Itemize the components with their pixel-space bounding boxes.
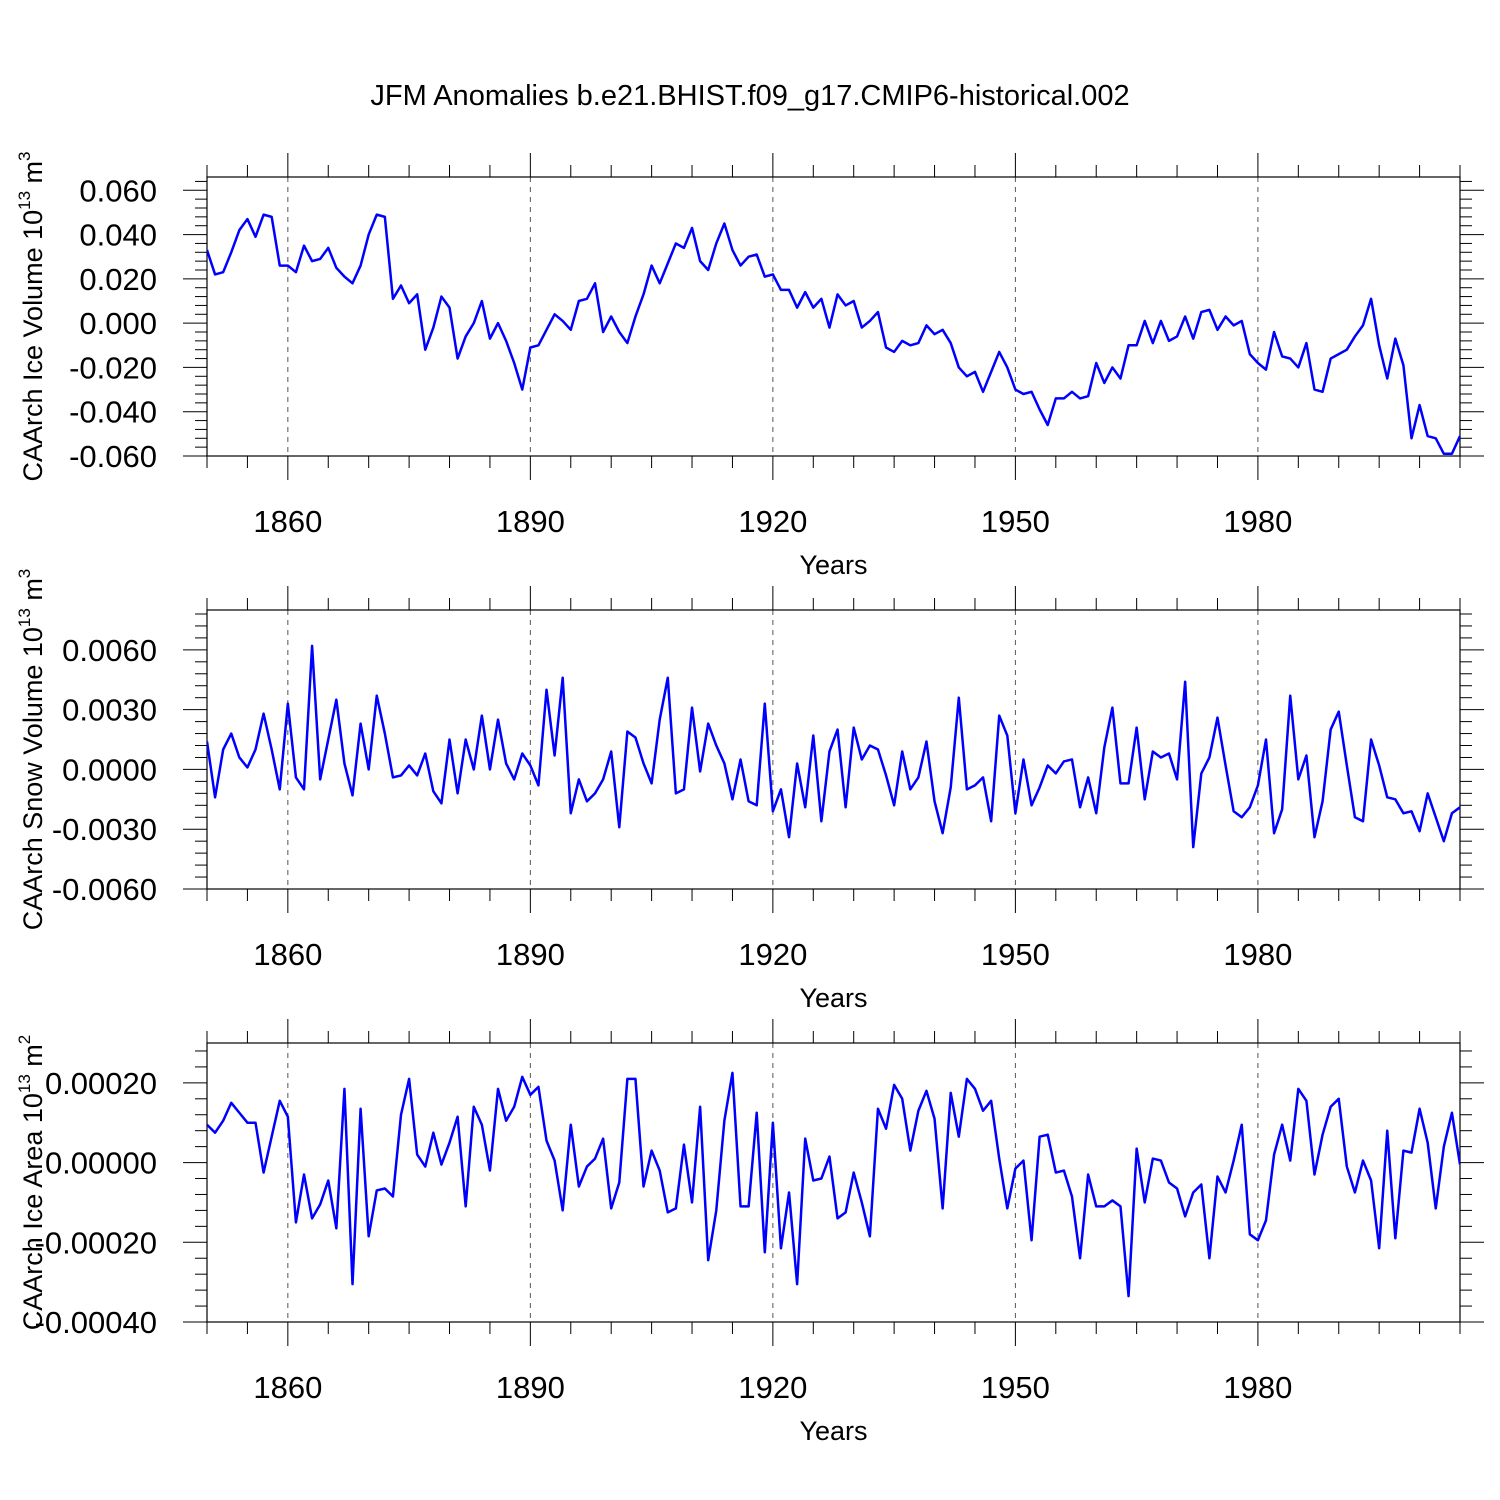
chart-title: JFM Anomalies b.e21.BHIST.f09_g17.CMIP6-… [370,80,1129,112]
y-axis-label: CAArch Ice Volume 1013 m3 [15,151,48,481]
y-tick-label: -0.00020 [35,1225,157,1260]
plot-frame [206,609,1461,890]
y-tick-label: -0.0060 [52,872,157,907]
y-tick-label: 0.040 [79,218,157,253]
y-tick-label: 0.0030 [62,693,157,728]
x-tick-label: 1920 [738,504,807,539]
y-tick-label: 0.00020 [45,1066,157,1101]
y-tick-label: 0.020 [79,262,157,297]
series-line [207,644,1460,849]
x-tick-label: 1860 [253,504,322,539]
chart-panels: -0.060 -0.040 -0.020 0.000 0.020 0.040 0.060 18… [15,151,1484,1446]
x-tick-label: 1950 [981,1370,1050,1405]
x-tick-label: 1980 [1223,504,1292,539]
chart-panel-1: -0.060 -0.040 -0.020 0.000 0.020 0.040 0.060 18… [15,151,1484,580]
y-tick-label: 0.0060 [62,633,157,668]
x-axis-label: Years [799,550,867,580]
chart-panel-3: -0.00040 -0.00020 0.00000 0.00020 1860 1890 19… [15,1019,1484,1446]
y-tick-label: -0.040 [69,395,157,430]
x-axis-label: Years [799,983,867,1013]
x-tick-label: 1950 [981,504,1050,539]
y-tick-label: -0.00040 [35,1305,157,1340]
y-tick-label: 0.060 [79,173,157,208]
y-tick-label: 0.0000 [62,752,157,787]
x-tick-label: 1860 [253,1370,322,1405]
x-tick-label: 1890 [496,1370,565,1405]
x-tick-label: 1950 [981,937,1050,972]
chart-panel-2: -0.0060 -0.0030 0.0000 0.0030 0.0060 1860 1890… [15,569,1484,1013]
plot-frame [206,1042,1461,1323]
x-tick-label: 1980 [1223,937,1292,972]
y-axis-label: CAArch Ice Area 1013 m2 [15,1035,48,1331]
y-tick-label: 0.000 [79,306,157,341]
x-axis-label: Years [799,1416,867,1446]
x-tick-label: 1860 [253,937,322,972]
y-axis-label: CAArch Snow Volume 1013 m3 [15,569,48,931]
x-tick-label: 1920 [738,1370,807,1405]
y-tick-label: -0.060 [69,439,157,474]
x-tick-label: 1980 [1223,1370,1292,1405]
y-tick-label: -0.020 [69,350,157,385]
plot-frame [206,176,1461,457]
series-line [207,1071,1460,1298]
x-tick-label: 1920 [738,937,807,972]
y-tick-label: 0.00000 [45,1146,157,1181]
x-tick-label: 1890 [496,504,565,539]
y-tick-label: -0.0030 [52,812,157,847]
x-tick-label: 1890 [496,937,565,972]
series-line [207,213,1460,456]
